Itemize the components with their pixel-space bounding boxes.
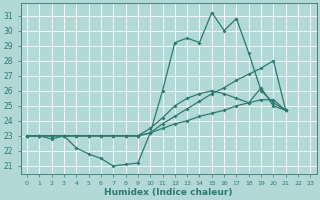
- X-axis label: Humidex (Indice chaleur): Humidex (Indice chaleur): [104, 188, 233, 197]
